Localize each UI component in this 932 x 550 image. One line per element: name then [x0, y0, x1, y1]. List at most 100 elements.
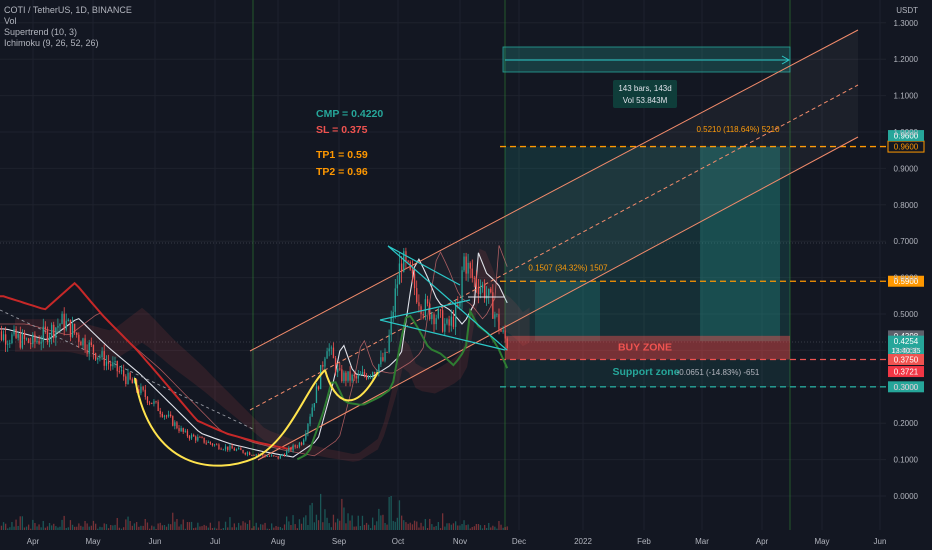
y-tick-label: 1.2000: [894, 55, 919, 64]
candle-body: [401, 263, 403, 272]
candle-body: [32, 334, 34, 345]
candle-body: [444, 323, 446, 332]
candle-body: [424, 299, 426, 316]
candle-body: [159, 411, 161, 414]
volume-bar: [2, 522, 5, 530]
candle-body: [48, 336, 51, 342]
candle-body: [502, 330, 504, 332]
volume-bar: [176, 519, 178, 530]
candle-body: [455, 305, 457, 327]
volume-bar: [216, 528, 218, 530]
x-tick-label: Mar: [695, 537, 709, 546]
volume-bar: [46, 526, 49, 530]
volume-bar: [426, 528, 429, 530]
volume-bar: [21, 516, 23, 530]
candle-body: [11, 334, 13, 344]
candle-body: [296, 446, 298, 448]
candle-body: [268, 456, 271, 457]
volume-bar: [246, 524, 249, 530]
volume-bar: [76, 526, 78, 530]
volume-bar: [190, 521, 193, 530]
volume-bar: [492, 525, 494, 530]
candle-body: [7, 343, 9, 345]
volume-bar: [504, 527, 506, 530]
volume-bar: [353, 526, 355, 530]
volume-bar: [182, 519, 184, 530]
candle-body: [347, 371, 349, 381]
candle-body: [129, 372, 131, 380]
symbol-title[interactable]: COTI / TetherUS, 1D, BINANCE: [4, 5, 132, 15]
volume-bar: [452, 523, 455, 530]
volume-bar: [222, 528, 224, 530]
candle-body: [9, 343, 11, 344]
supertrend-line: [0, 281, 509, 461]
volume-bar: [120, 528, 123, 530]
volume-bar: [127, 516, 129, 530]
candle-body: [59, 324, 61, 326]
volume-bar: [437, 522, 439, 530]
candle-body: [133, 379, 136, 384]
price-badge-bg: [888, 366, 924, 378]
volume-bar: [78, 523, 80, 530]
volume-bar: [264, 522, 266, 530]
candle-body: [251, 455, 253, 456]
candle-body: [188, 436, 191, 439]
legend-supertrend[interactable]: Supertrend (10, 3): [4, 27, 78, 37]
candle-body: [67, 319, 69, 322]
volume-bar: [337, 518, 339, 530]
volume-bar: [238, 522, 240, 530]
candle-body: [253, 455, 255, 456]
volume-bar: [67, 527, 69, 530]
volume-bar: [431, 524, 433, 530]
tp1-note: TP1 = 0.59: [316, 149, 368, 161]
legend-vol[interactable]: Vol: [4, 16, 17, 26]
candle-body: [46, 329, 49, 342]
candle-body: [55, 327, 57, 338]
volume-bar: [439, 528, 442, 530]
volume-bar: [273, 527, 275, 530]
volume-bar: [332, 514, 335, 530]
volume-bar: [203, 524, 205, 530]
candle-body: [103, 351, 105, 366]
candle-body: [461, 270, 463, 302]
candle-body: [165, 415, 168, 417]
volume-bar: [55, 526, 57, 530]
x-tick-label: Nov: [453, 537, 467, 546]
candle-body: [167, 414, 170, 417]
candle-body: [40, 341, 42, 344]
candle-body: [201, 437, 203, 438]
candle-body: [0, 331, 3, 340]
candle-body: [341, 369, 343, 382]
volume-bar: [213, 527, 216, 530]
volume-bar: [167, 523, 170, 530]
candle-body: [403, 251, 405, 272]
volume-bar: [13, 526, 15, 530]
volume-bar: [131, 525, 133, 530]
candle-body: [286, 450, 288, 456]
candle-body: [242, 450, 244, 453]
legend-ichimoku[interactable]: Ichimoku (9, 26, 52, 26): [4, 38, 99, 48]
tp2-note: TP2 = 0.96: [316, 166, 368, 178]
candle-body: [315, 386, 318, 403]
volume-bar: [315, 514, 318, 530]
candle-body: [78, 334, 80, 342]
candle-body: [353, 374, 355, 377]
candle-body: [481, 284, 484, 289]
volume-bar: [231, 527, 233, 530]
volume-bar: [420, 522, 422, 530]
volume-bar: [488, 523, 490, 530]
candle-body: [99, 357, 101, 358]
candle-body: [199, 437, 201, 438]
candle-body: [300, 442, 303, 445]
candle-body: [365, 375, 368, 379]
candle-body: [452, 316, 455, 327]
volume-bar: [159, 522, 161, 530]
candle-body: [161, 413, 163, 417]
candle-body: [44, 326, 46, 330]
volume-bar: [271, 523, 273, 530]
candle-body: [465, 256, 467, 274]
volume-bar: [286, 516, 288, 530]
candle-body: [378, 364, 380, 373]
candle-body: [118, 371, 120, 372]
